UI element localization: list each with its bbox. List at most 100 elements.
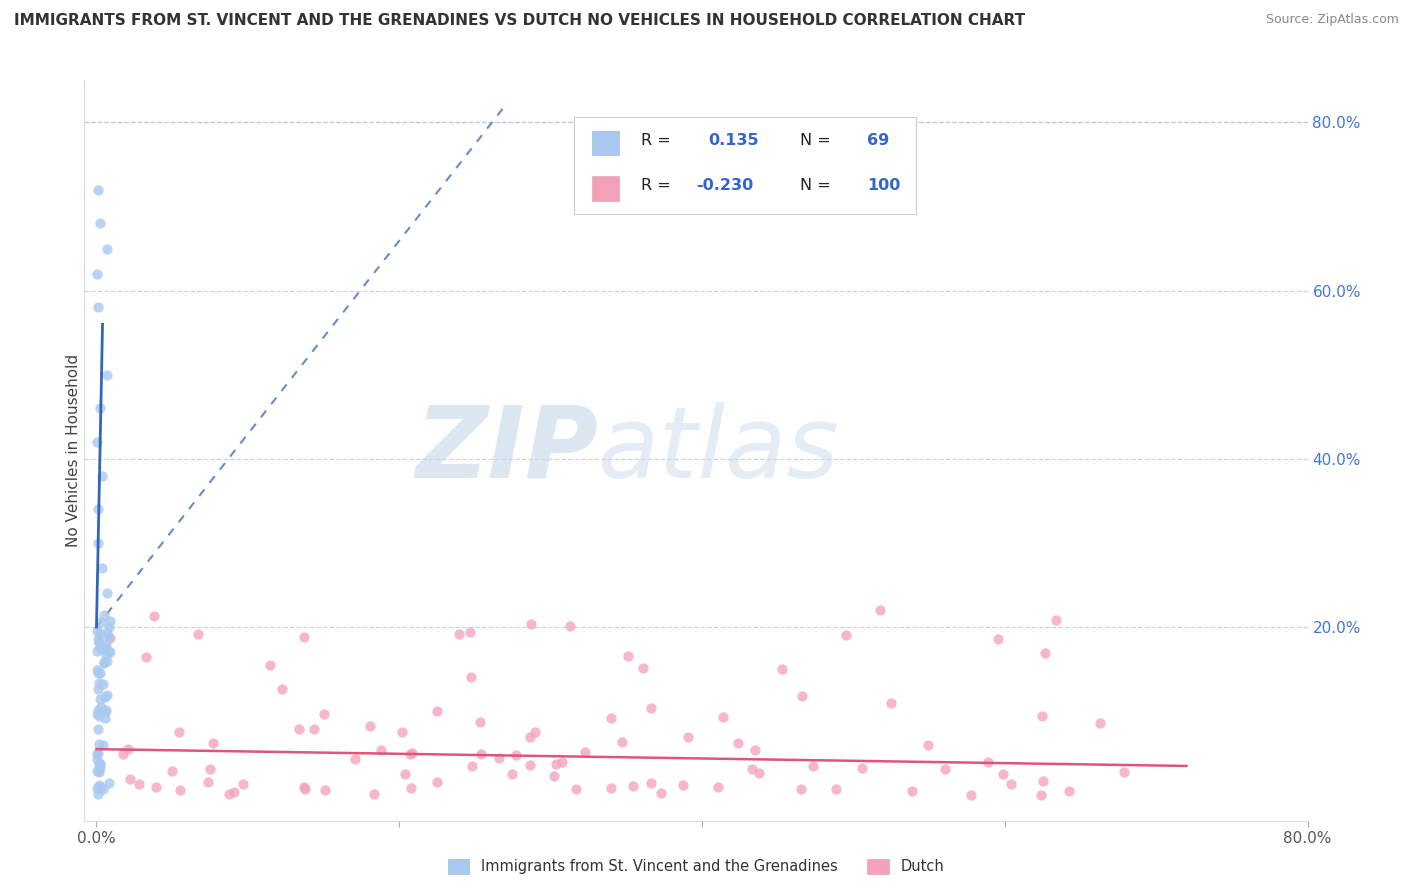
Point <box>86 624 108 639</box>
Point <box>96 586 118 600</box>
Point <box>801 759 824 773</box>
Point <box>89 401 111 416</box>
Point <box>460 670 482 684</box>
Point <box>94 703 117 717</box>
Point <box>87 757 110 772</box>
Point <box>98 775 121 789</box>
Point <box>89 780 111 794</box>
Point <box>1033 647 1056 661</box>
Point <box>676 730 699 744</box>
Point <box>96 638 118 652</box>
Point <box>901 783 924 797</box>
Point <box>197 775 219 789</box>
Point <box>86 267 108 281</box>
Point <box>187 627 209 641</box>
Point <box>200 762 222 776</box>
Point <box>458 624 481 639</box>
Point <box>87 183 110 197</box>
Point <box>744 743 766 757</box>
Point <box>359 719 381 733</box>
Point <box>87 635 110 649</box>
FancyBboxPatch shape <box>592 131 619 155</box>
Point <box>370 743 392 757</box>
Point <box>90 468 112 483</box>
Point <box>727 736 749 750</box>
Point <box>294 781 316 796</box>
Point <box>312 706 335 721</box>
Point <box>97 630 120 644</box>
Point <box>89 666 111 681</box>
Point <box>259 657 281 672</box>
Point <box>91 782 114 797</box>
Point <box>89 757 111 772</box>
Point <box>869 603 891 617</box>
Point <box>560 619 582 633</box>
Text: 100: 100 <box>868 178 901 194</box>
Text: Source: ZipAtlas.com: Source: ZipAtlas.com <box>1265 13 1399 27</box>
Point <box>91 640 114 655</box>
Point <box>96 654 118 668</box>
Point <box>87 709 110 723</box>
Point <box>86 664 108 678</box>
Point <box>87 502 110 516</box>
Point <box>98 645 121 659</box>
Point <box>934 762 956 776</box>
Point <box>117 742 139 756</box>
Point <box>89 636 111 650</box>
Point <box>96 368 118 382</box>
Point <box>86 706 108 721</box>
Point <box>94 690 117 704</box>
Point <box>87 536 110 550</box>
Point <box>991 767 1014 781</box>
Point <box>90 615 112 629</box>
Point <box>97 620 120 634</box>
Point <box>224 785 246 799</box>
Point <box>94 706 117 720</box>
Point <box>741 762 763 776</box>
Text: atlas: atlas <box>598 402 839 499</box>
Point <box>90 561 112 575</box>
Point <box>89 216 111 230</box>
Point <box>270 681 292 696</box>
Text: IMMIGRANTS FROM ST. VINCENT AND THE GRENADINES VS DUTCH NO VEHICLES IN HOUSEHOLD: IMMIGRANTS FROM ST. VINCENT AND THE GREN… <box>14 13 1025 29</box>
Point <box>835 628 858 642</box>
Point <box>135 649 157 664</box>
Point <box>470 747 492 761</box>
Point <box>748 766 770 780</box>
Point <box>1045 613 1067 627</box>
Point <box>824 782 846 797</box>
Point <box>401 746 423 760</box>
Point <box>145 780 167 795</box>
Point <box>1031 788 1053 802</box>
Point <box>574 745 596 759</box>
Point <box>94 640 117 655</box>
Point <box>304 722 326 736</box>
Point <box>1032 774 1054 789</box>
Point <box>93 607 115 622</box>
Point <box>343 752 366 766</box>
Point <box>1059 783 1081 797</box>
Point <box>621 779 644 793</box>
Point <box>218 787 240 801</box>
Point <box>87 723 110 737</box>
Point <box>89 691 111 706</box>
Point <box>160 764 183 778</box>
Point <box>169 782 191 797</box>
Point <box>86 703 108 717</box>
Text: R =: R = <box>641 178 676 194</box>
Point <box>89 626 111 640</box>
Point <box>851 760 873 774</box>
Text: N =: N = <box>800 133 835 148</box>
Point <box>87 681 110 696</box>
Point <box>546 756 568 771</box>
Point <box>461 759 484 773</box>
Point <box>87 746 110 760</box>
Text: 0.135: 0.135 <box>709 133 759 148</box>
Point <box>87 787 110 801</box>
Point <box>97 643 120 657</box>
Point <box>1031 708 1053 723</box>
Point <box>111 747 134 762</box>
Point <box>610 735 633 749</box>
Point <box>167 725 190 739</box>
Point <box>502 767 524 781</box>
